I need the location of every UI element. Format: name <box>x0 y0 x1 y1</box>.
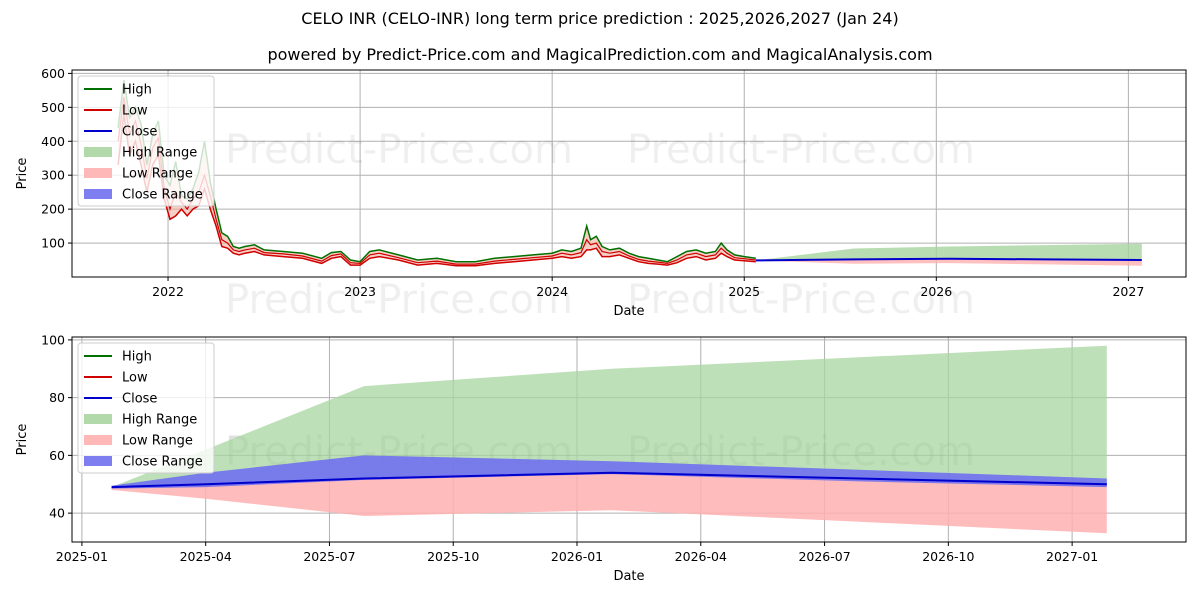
bottom-x-tick-label: 2025-10 <box>427 549 479 564</box>
top-watermark: Predict-Price.com <box>627 277 975 323</box>
top-plot-group <box>117 80 1142 267</box>
bottom-x-tick-label: 2025-07 <box>303 549 355 564</box>
top-legend-label-high: High <box>122 83 152 98</box>
top-watermark: Predict-Price.com <box>225 127 573 173</box>
bottom-legend-swatch-low_range <box>84 435 112 445</box>
bottom-legend-label-high: High <box>122 350 152 365</box>
bottom-y-axis-label: Price <box>15 424 30 456</box>
bottom-y-tick-label: 80 <box>49 390 65 405</box>
bottom-legend-label-close_range: Close Range <box>122 455 203 470</box>
bottom-legend-swatch-close_range <box>84 456 112 466</box>
top-axes-frame <box>71 69 1187 278</box>
top-legend-label-close_range: Close Range <box>122 188 203 203</box>
bottom-x-tick-label: 2025-01 <box>56 549 108 564</box>
series-low-line <box>117 113 756 267</box>
top-y-tick-label: 200 <box>41 202 65 217</box>
bottom-x-tick-label: 2026-01 <box>551 549 603 564</box>
top-x-tick-label: 2027 <box>1112 284 1144 299</box>
top-legend-label-low_range: Low Range <box>122 167 193 182</box>
top-y-tick-label: 100 <box>41 236 65 251</box>
bottom-legend-label-close: Close <box>122 392 157 407</box>
top-watermark: Predict-Price.com <box>225 277 573 323</box>
bottom-x-tick-label: 2025-04 <box>180 549 232 564</box>
top-legend-label-high_range: High Range <box>122 146 197 161</box>
bottom-x-tick-label: 2026-07 <box>798 549 850 564</box>
series-close-line <box>111 471 1107 489</box>
top-y-tick-label: 500 <box>41 100 65 115</box>
top-watermark: Predict-Price.com <box>627 127 975 173</box>
low-range-area <box>111 472 1107 534</box>
bottom-legend-label-high_range: High Range <box>122 413 197 428</box>
bottom-legend-label-low: Low <box>122 371 148 386</box>
top-x-tick-label: 2022 <box>152 284 184 299</box>
bottom-x-axis-label: Date <box>613 569 644 584</box>
top-y-tick-label: 600 <box>41 66 65 81</box>
chart-title: CELO INR (CELO-INR) long term price pred… <box>301 9 899 28</box>
bottom-legend-label-low_range: Low Range <box>122 434 193 449</box>
bottom-x-tick-label: 2026-04 <box>675 549 727 564</box>
chart-subtitle: powered by Predict-Price.com and Magical… <box>267 45 933 64</box>
forecast-high-range <box>755 243 1142 261</box>
bottom-y-tick-label: 60 <box>49 448 65 463</box>
top-legend-swatch-high_range <box>84 147 112 157</box>
top-x-tick-label: 2023 <box>344 284 376 299</box>
bottom-x-tick-label: 2026-10 <box>922 549 974 564</box>
bottom-legend-swatch-high_range <box>84 414 112 424</box>
top-x-axis-label: Date <box>613 304 644 319</box>
bottom-y-tick-label: 40 <box>49 506 65 521</box>
bottom-plot-group <box>111 345 1107 534</box>
top-legend-label-close: Close <box>122 125 157 140</box>
forecast-low-range <box>755 258 1142 266</box>
top-x-tick-label: 2024 <box>536 284 568 299</box>
top-y-tick-label: 400 <box>41 134 65 149</box>
high-range-area <box>111 345 1107 488</box>
top-x-tick-label: 2025 <box>728 284 760 299</box>
bottom-axes-frame <box>71 336 1187 543</box>
bottom-y-tick-label: 100 <box>41 332 65 347</box>
top-y-tick-label: 300 <box>41 168 65 183</box>
top-legend-swatch-close_range <box>84 189 112 199</box>
top-legend-swatch-low_range <box>84 168 112 178</box>
top-x-tick-label: 2026 <box>920 284 952 299</box>
top-y-axis-label: Price <box>15 158 30 190</box>
series-close-forecast-line <box>755 257 1142 262</box>
bottom-x-tick-label: 2027-01 <box>1046 549 1098 564</box>
top-legend-label-low: Low <box>122 104 148 119</box>
